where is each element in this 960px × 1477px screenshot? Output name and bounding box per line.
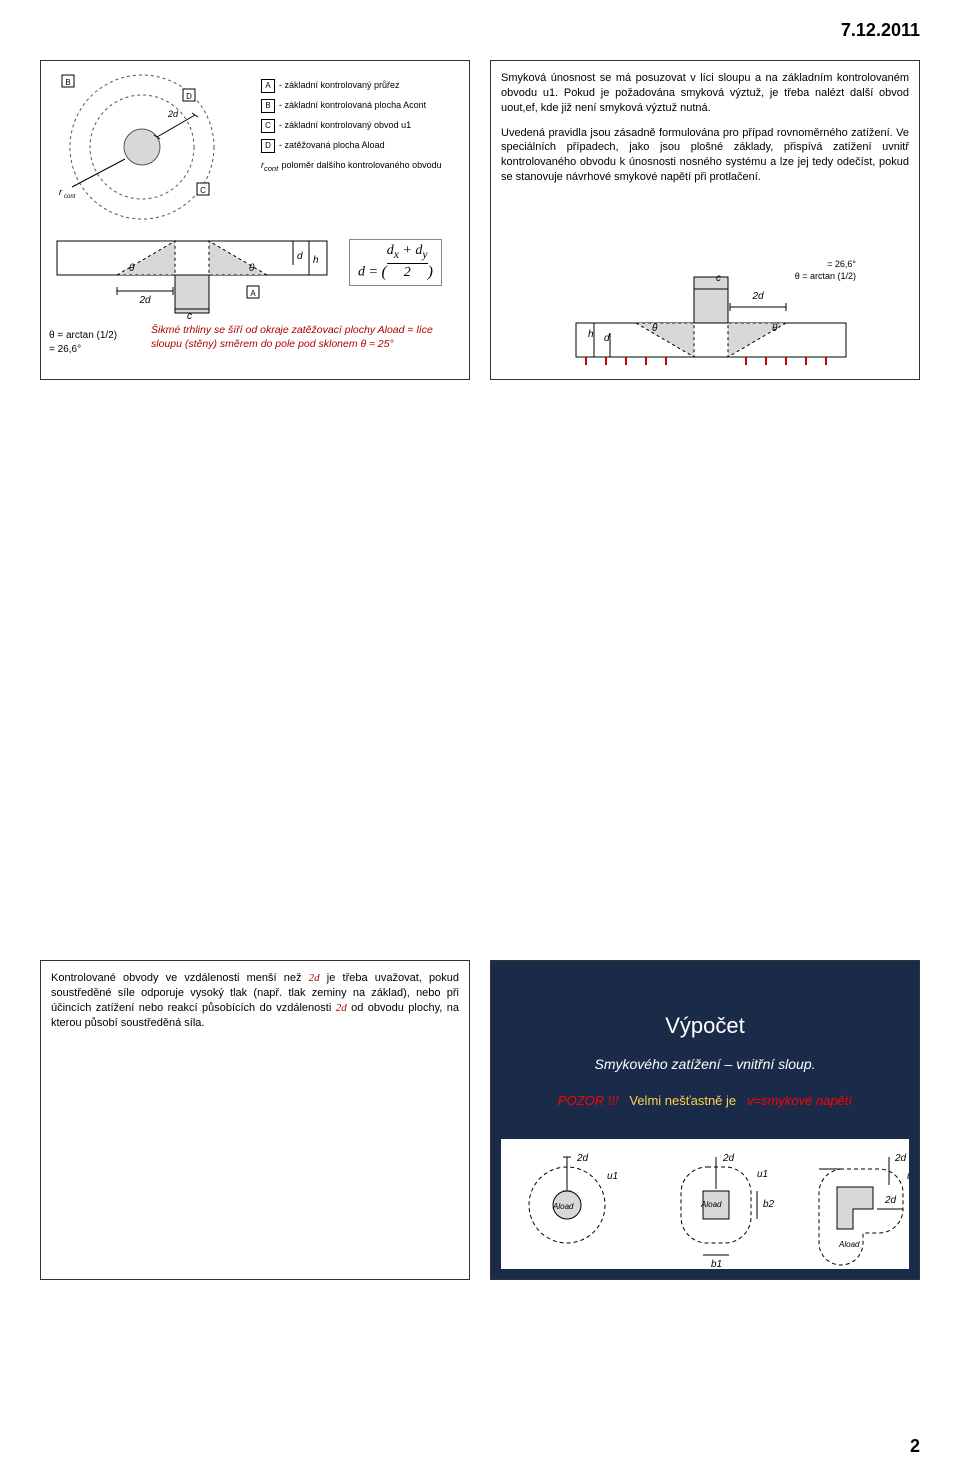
svg-text:u1: u1 — [757, 1169, 768, 1180]
svg-text:u1: u1 — [907, 1171, 909, 1182]
svg-text:h: h — [588, 329, 594, 340]
svg-text:Aload: Aload — [552, 1202, 574, 1211]
distance-2d-2: 2d — [336, 1002, 347, 1014]
svg-text:B: B — [65, 78, 70, 87]
calc-subtitle: Smykového zatížení – vnitřní sloup. — [501, 1055, 909, 1074]
svg-text:2d: 2d — [894, 1153, 907, 1164]
svg-text:θ: θ — [652, 323, 658, 334]
svg-text:C: C — [200, 186, 206, 195]
formula-d: d = (dx + dy2) — [349, 239, 442, 286]
para-shear-2: Uvedená pravidla jsou zásadně formulován… — [501, 126, 909, 185]
svg-text:h: h — [313, 255, 319, 266]
slide-diagram-control-perimeter: B D C r cont 2d A- základní kontrolovaný — [40, 60, 470, 380]
para-shear-1: Smyková únosnost se má posuzovat v líci … — [501, 71, 909, 116]
plan-view-svg: B D C r cont 2d — [47, 67, 257, 227]
calc-warning: POZOR !!! Velmi nešťastně je v=smykové n… — [501, 1092, 909, 1110]
slide-calc-title: Výpočet Smykového zatížení – vnitřní slo… — [490, 960, 920, 1280]
distance-2d-1: 2d — [309, 972, 320, 984]
warning-end: v=smykové napětí — [747, 1093, 852, 1108]
calc-title: Výpočet — [501, 1011, 909, 1041]
legend-B: - základní kontrolovaná plocha Acont — [279, 100, 426, 110]
theta-note: θ = arctan (1/2) = 26,6° — [49, 329, 117, 356]
warning-pozor: POZOR !!! — [558, 1093, 619, 1108]
svg-text:2d: 2d — [576, 1153, 589, 1164]
svg-text:θ: θ — [249, 263, 255, 274]
svg-text:θ: θ — [129, 263, 135, 274]
svg-text:D: D — [186, 92, 192, 101]
svg-text:2d: 2d — [751, 291, 764, 302]
svg-text:u1: u1 — [607, 1171, 618, 1182]
svg-text:A: A — [250, 289, 256, 298]
section-view-svg: θ θ d h A 2d c — [47, 231, 347, 321]
svg-text:Aload: Aload — [838, 1240, 860, 1249]
svg-text:d: d — [604, 333, 610, 344]
legend-list: A- základní kontrolovaný průřez B- zákla… — [261, 79, 461, 174]
page-number: 2 — [910, 1436, 920, 1457]
plan-shapes-panel: 2d u1 Aload 2d u1 — [501, 1139, 909, 1269]
svg-text:Aload: Aload — [700, 1200, 722, 1209]
svg-text:2d: 2d — [884, 1195, 897, 1206]
svg-text:d: d — [297, 251, 303, 262]
legend-D: - zatěžovaná plocha Aload — [279, 140, 385, 150]
svg-text:c: c — [716, 273, 721, 284]
warning-tail: Velmi nešťastně je — [629, 1093, 736, 1108]
legend-A: - základní kontrolovaný průřez — [279, 80, 400, 90]
svg-text:b2: b2 — [763, 1199, 775, 1210]
svg-text:r: r — [59, 187, 63, 197]
svg-text:= 26,6°: = 26,6° — [827, 259, 856, 269]
para-short-perim: Kontrolované obvody ve vzdálenosti menší… — [51, 971, 459, 1030]
svg-text:2d: 2d — [722, 1153, 735, 1164]
slide-short-perimeter-note: Kontrolované obvody ve vzdálenosti menší… — [40, 960, 470, 1280]
svg-text:θ: θ — [772, 323, 778, 334]
svg-text:θ = arctan (1/2): θ = arctan (1/2) — [795, 271, 856, 281]
svg-text:2d: 2d — [138, 295, 151, 306]
page-date: 7.12.2011 — [841, 20, 920, 41]
legend-rcont: poloměr dalšího kontrolovaného obvodu — [282, 160, 442, 170]
red-crack-note: Šikmé trhliny se šíří od okraje zatěžova… — [151, 323, 461, 351]
legend-C: - základní kontrolovaný obvod u1 — [279, 120, 411, 130]
svg-text:c: c — [187, 311, 192, 321]
svg-text:2d: 2d — [167, 109, 179, 119]
slide-text-shear-rules: Smyková únosnost se má posuzovat v líci … — [490, 60, 920, 380]
svg-text:b1: b1 — [711, 1259, 722, 1269]
rotated-section-svg: θ θ 2d c d h = 26,6° θ = arctan (1/2) — [556, 257, 856, 367]
svg-text:cont: cont — [64, 194, 76, 200]
